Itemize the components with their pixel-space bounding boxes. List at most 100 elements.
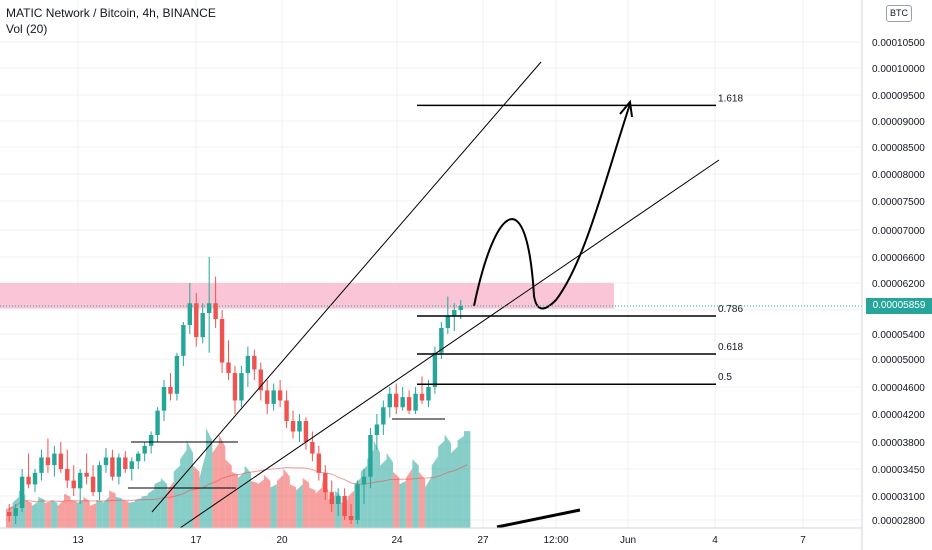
- time-tick-label: 20: [276, 535, 288, 546]
- volume-bar: [289, 484, 297, 528]
- candle-body: [58, 453, 64, 469]
- candle-body: [39, 457, 44, 473]
- volume-bar: [231, 471, 239, 528]
- price-tick-label: 0.00008500: [872, 143, 925, 154]
- volume-bar: [283, 468, 290, 528]
- candle-body: [97, 465, 102, 493]
- volume-bar: [128, 501, 135, 528]
- candle-body: [194, 303, 199, 338]
- fib-level-label: 0.618: [718, 342, 743, 353]
- candle-body: [26, 476, 31, 485]
- volume-bar: [322, 481, 329, 528]
- time-tick-label: 24: [391, 535, 403, 546]
- volume-bar: [141, 495, 148, 528]
- volume-bar: [438, 440, 445, 528]
- candle-body: [252, 355, 257, 370]
- currency-badge[interactable]: BTC: [886, 5, 912, 22]
- candle-body: [271, 390, 276, 404]
- time-tick-label: 17: [190, 535, 202, 546]
- candle-body: [245, 355, 251, 373]
- candle-body: [84, 472, 89, 477]
- candle-body: [277, 390, 283, 401]
- volume-bar: [25, 499, 32, 528]
- price-tick-label: 0.00007000: [872, 226, 925, 237]
- volume-bar: [135, 498, 142, 528]
- candle-body: [419, 393, 425, 401]
- candle-body: [206, 303, 212, 313]
- volume-bar: [64, 493, 71, 528]
- volume-bar: [83, 496, 90, 528]
- volume-indicator-label[interactable]: Vol (20): [6, 22, 48, 36]
- candle-body: [90, 476, 96, 493]
- price-tick-label: 0.00009500: [872, 91, 925, 102]
- volume-bar: [96, 499, 103, 528]
- volume-bar: [154, 481, 161, 528]
- volume-bar: [180, 449, 187, 528]
- volume-ma-line: [9, 464, 468, 510]
- price-tick-label: 0.00004600: [872, 383, 925, 394]
- fib-level-label: 0.5: [718, 372, 732, 383]
- price-tick-label: 0.00003450: [872, 465, 925, 476]
- volume-bar: [212, 443, 219, 528]
- volume-bar: [109, 490, 116, 528]
- volume-bar: [380, 459, 387, 528]
- candle-body: [387, 393, 392, 408]
- volume-bar: [451, 446, 458, 528]
- candle-body: [439, 328, 444, 353]
- candle-body: [368, 435, 373, 477]
- candle-body: [110, 457, 115, 477]
- volume-bar: [444, 434, 452, 528]
- volume-bar: [251, 481, 258, 528]
- price-tick-label: 0.00010000: [872, 64, 925, 75]
- candle-body: [161, 387, 167, 411]
- candle-body: [52, 453, 57, 466]
- candle-body: [77, 472, 83, 489]
- drawings: [128, 61, 720, 529]
- candle-body: [323, 472, 328, 493]
- price-tick-label: 0.00010500: [872, 38, 925, 49]
- price-tick-label: 0.00002800: [872, 516, 925, 527]
- volume-bar: [373, 440, 381, 528]
- candle-body: [239, 373, 244, 401]
- candle-body: [136, 453, 141, 462]
- candle-body: [374, 424, 380, 435]
- symbol-title[interactable]: MATIC Network / Bitcoin, 4h, BINANCE: [6, 6, 216, 20]
- candle-body: [355, 484, 360, 520]
- price-tick-label: 0.00003800: [872, 438, 925, 449]
- volume-bar: [147, 488, 155, 528]
- candle-body: [213, 303, 218, 319]
- candle-body: [361, 476, 367, 485]
- price-tick-label: 0.00004200: [872, 410, 925, 421]
- volume-bar: [386, 453, 393, 528]
- candle-body: [284, 400, 289, 421]
- candle-body: [13, 508, 18, 516]
- price-tick-label: 0.00003100: [872, 492, 925, 503]
- volume-bar: [115, 496, 123, 528]
- volume-bar: [193, 465, 200, 528]
- volume-bar: [205, 428, 213, 528]
- chart-legend: MATIC Network / Bitcoin, 4h, BINANCE Vol…: [6, 5, 216, 37]
- volume-bar: [89, 503, 97, 528]
- fibonacci-levels: 1.618 0.786 0.618 0.5: [417, 93, 743, 385]
- candle-body: [458, 305, 463, 310]
- time-tick-label: 12:00: [543, 535, 568, 546]
- volume-bar: [431, 456, 439, 528]
- price-tick-label: 0.00006200: [872, 279, 925, 290]
- candle-body: [329, 492, 334, 504]
- arrow-head-icon: [619, 99, 633, 118]
- candle-body: [148, 435, 154, 446]
- candle-body: [200, 313, 205, 338]
- volume-bar: [296, 484, 303, 528]
- volume-bar: [270, 484, 277, 528]
- volume-bar: [238, 471, 245, 528]
- candle-body: [342, 496, 347, 516]
- candle-body: [445, 316, 451, 328]
- time-tick-label: 13: [72, 535, 84, 546]
- candle-body: [381, 407, 386, 425]
- volume-bar: [276, 474, 284, 528]
- grid: [0, 0, 862, 528]
- candle-body: [426, 387, 431, 401]
- volume-bar: [257, 479, 264, 528]
- volume-bar: [302, 478, 310, 528]
